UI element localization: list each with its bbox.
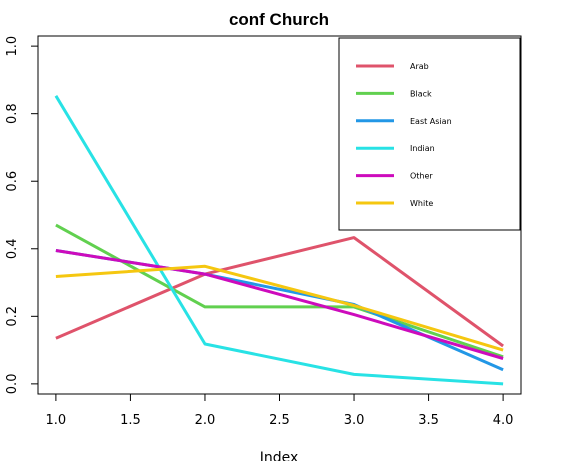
x-tick-label: 1.5	[120, 413, 141, 428]
x-axis: 1.0 1.5 2.0 2.5 3.0 3.5 4.0	[46, 393, 514, 428]
y-tick-label: 0.8	[5, 103, 20, 124]
y-tick-label: 0.2	[5, 306, 20, 327]
y-tick-label: 1.0	[5, 36, 20, 57]
x-axis-label: Index	[260, 450, 299, 461]
x-tick-label: 3.5	[418, 413, 439, 428]
x-tick-label: 3.0	[344, 413, 365, 428]
y-axis: 0.0 0.2 0.4 0.6 0.8 1.0	[5, 36, 39, 395]
series-line-arab	[55, 236, 504, 348]
legend-box	[338, 37, 521, 231]
y-tick-label: 0.6	[5, 171, 20, 192]
x-tick-label: 2.5	[269, 413, 290, 428]
y-tick-label: 0.4	[5, 238, 20, 259]
x-tick-label: 2.0	[195, 413, 216, 428]
legend: Arab Black East Asian Indian Other White	[356, 62, 452, 208]
legend-label: White	[410, 199, 433, 208]
series-line-indian	[54, 95, 504, 386]
x-tick-label: 1.0	[46, 413, 67, 428]
legend-label: Indian	[410, 144, 435, 153]
chart-title: conf Church	[229, 10, 329, 29]
legend-label: Arab	[410, 62, 429, 71]
series-line-other	[55, 249, 504, 360]
legend-label: Other	[410, 172, 433, 181]
x-tick-label: 4.0	[493, 413, 514, 428]
series-lines	[54, 95, 504, 386]
series-line-white	[55, 264, 504, 352]
y-tick-label: 0.0	[5, 374, 20, 395]
legend-label: Black	[410, 89, 432, 98]
legend-label: East Asian	[410, 117, 452, 126]
series-line-black	[55, 223, 504, 359]
